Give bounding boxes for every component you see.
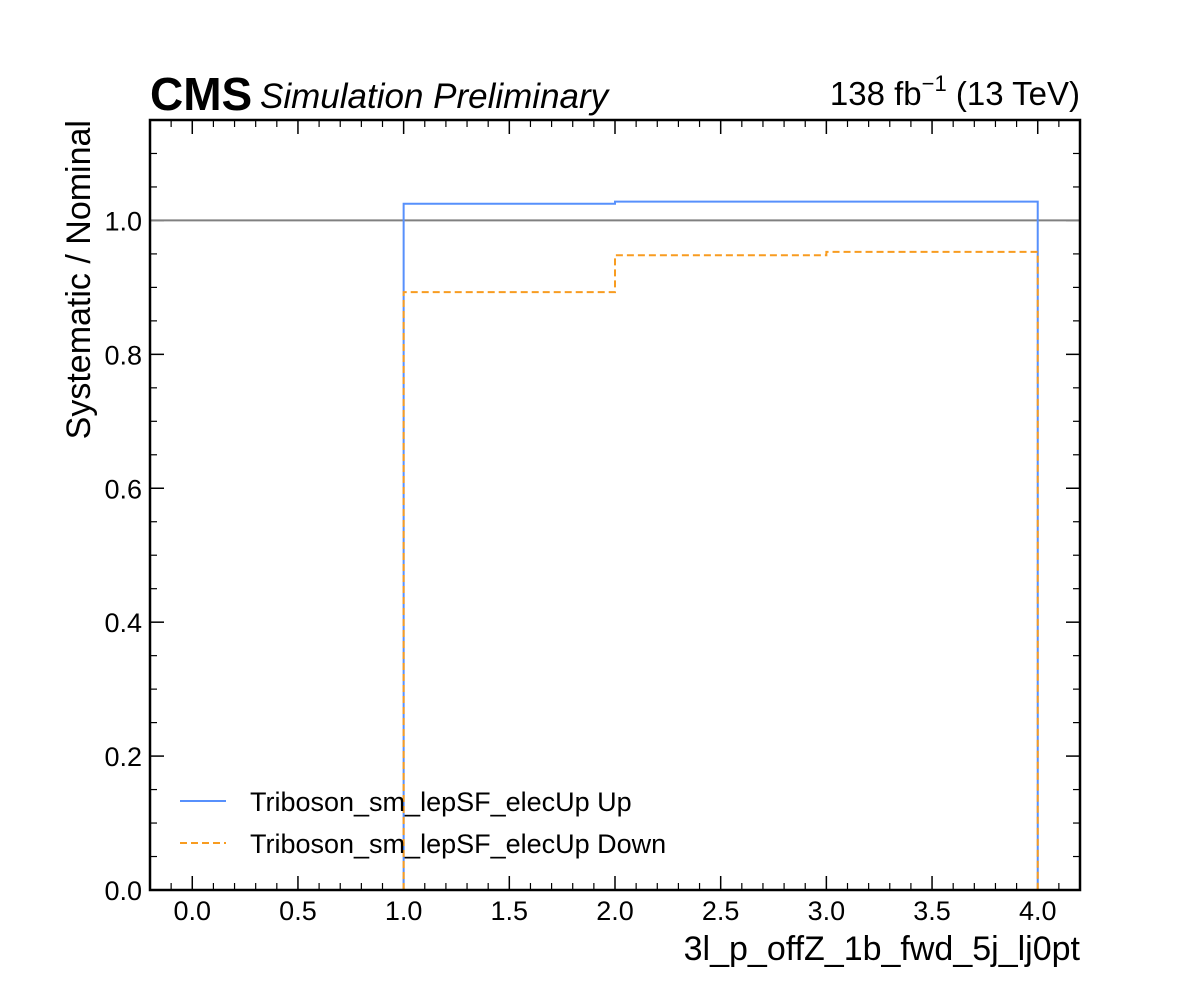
x-tick-label: 0.5 xyxy=(279,896,317,926)
series-layer xyxy=(150,200,1080,890)
legend-label-up: Triboson_sm_lepSF_elecUp Up xyxy=(250,787,632,817)
x-tick-label: 1.0 xyxy=(385,896,423,926)
axis-ticks xyxy=(149,119,1081,891)
series-up-line xyxy=(402,200,1039,890)
luminosity-label: 138 fb−1 (13 TeV) xyxy=(830,71,1080,112)
x-tick-label: 2.5 xyxy=(702,896,740,926)
x-tick-label: 3.0 xyxy=(808,896,846,926)
y-tick-label: 0.8 xyxy=(104,340,142,370)
tick-labels: 0.0 0.5 1.0 1.5 2.0 2.5 3.0 3.5 4.0 0.0 0.2 0.4 0.6 0… xyxy=(104,206,1056,926)
y-axis-title: Systematic / Nominal xyxy=(60,120,98,439)
legend-label-down: Triboson_sm_lepSF_elecUp Down xyxy=(250,829,666,859)
experiment-label: CMS xyxy=(150,68,252,120)
x-tick-label: 1.5 xyxy=(491,896,529,926)
series-down-line xyxy=(402,250,1039,890)
y-tick-label: 0.4 xyxy=(104,608,142,638)
x-tick-label: 0.0 xyxy=(173,896,211,926)
y-tick-label: 0.0 xyxy=(104,876,142,906)
plot-frame xyxy=(148,118,1082,892)
luminosity-exponent: −1 xyxy=(922,71,947,96)
y-tick-label: 0.2 xyxy=(104,742,142,772)
x-tick-label: 2.0 xyxy=(596,896,634,926)
status-label: Simulation Preliminary xyxy=(260,77,611,116)
x-tick-label: 4.0 xyxy=(1019,896,1057,926)
x-axis-title: 3l_p_offZ_1b_fwd_5j_lj0pt xyxy=(684,930,1081,968)
y-tick-label: 1.0 xyxy=(104,206,142,236)
luminosity-value: 138 fb xyxy=(830,75,922,112)
luminosity-energy: (13 TeV) xyxy=(947,75,1080,112)
legend: Triboson_sm_lepSF_elecUp Up Triboson_sm_l… xyxy=(180,787,666,859)
x-tick-label: 3.5 xyxy=(913,896,951,926)
y-tick-label: 0.6 xyxy=(104,474,142,504)
